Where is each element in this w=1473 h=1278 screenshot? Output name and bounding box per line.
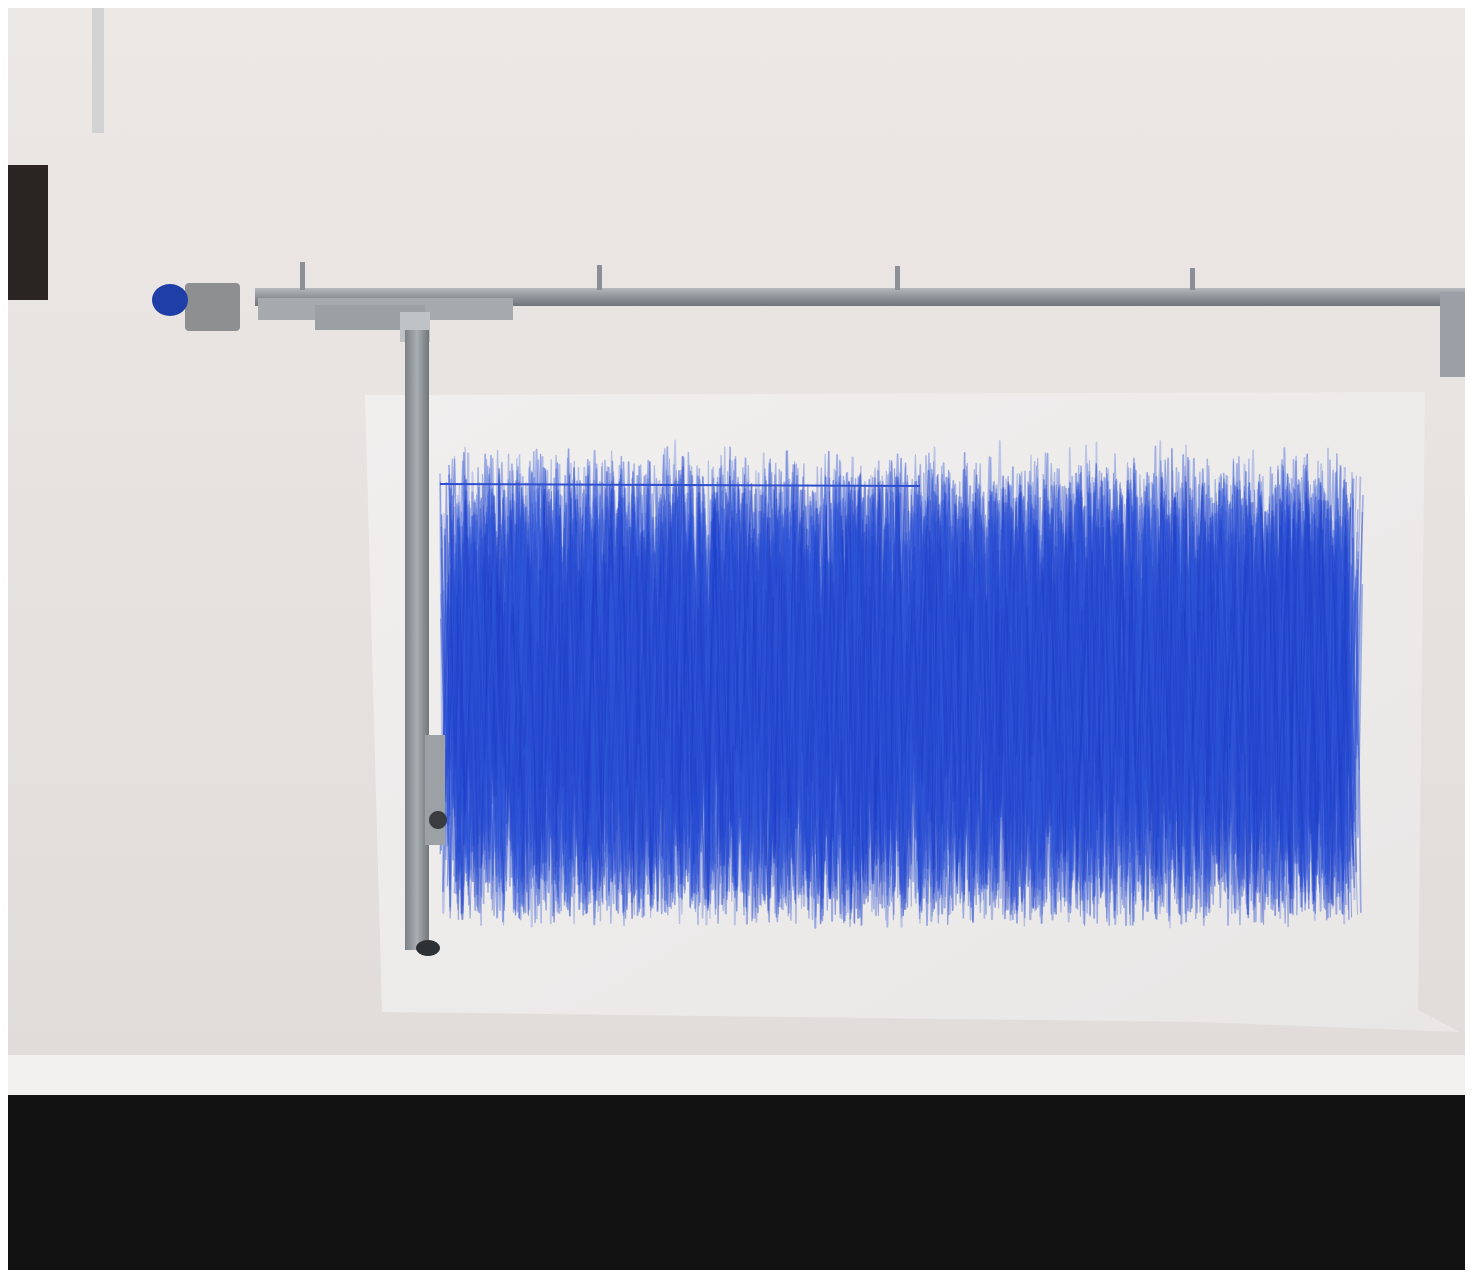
- hook: [1190, 268, 1195, 290]
- arm-foot: [416, 940, 440, 956]
- body: (() => { const data = JSON.parse(documen…: [0, 0, 1473, 1278]
- left-object: [8, 165, 48, 300]
- photo: [0, 0, 1473, 1278]
- motor-cap: [152, 284, 188, 316]
- page: Plotter drawing photo {} html, body { ma…: [0, 0, 1473, 1278]
- photo-frame: [8, 8, 1473, 1270]
- hook: [300, 262, 305, 290]
- hook: [895, 266, 900, 290]
- drawing: [440, 440, 1363, 927]
- rail-end: [1440, 292, 1473, 377]
- floor: [8, 1095, 1465, 1270]
- baseboard: [8, 1055, 1465, 1097]
- hook: [597, 265, 602, 290]
- motor: [185, 283, 240, 331]
- pen-knob: [429, 811, 447, 829]
- pen-holder: [425, 735, 445, 845]
- bracket: [92, 8, 104, 133]
- arm: [405, 330, 429, 950]
